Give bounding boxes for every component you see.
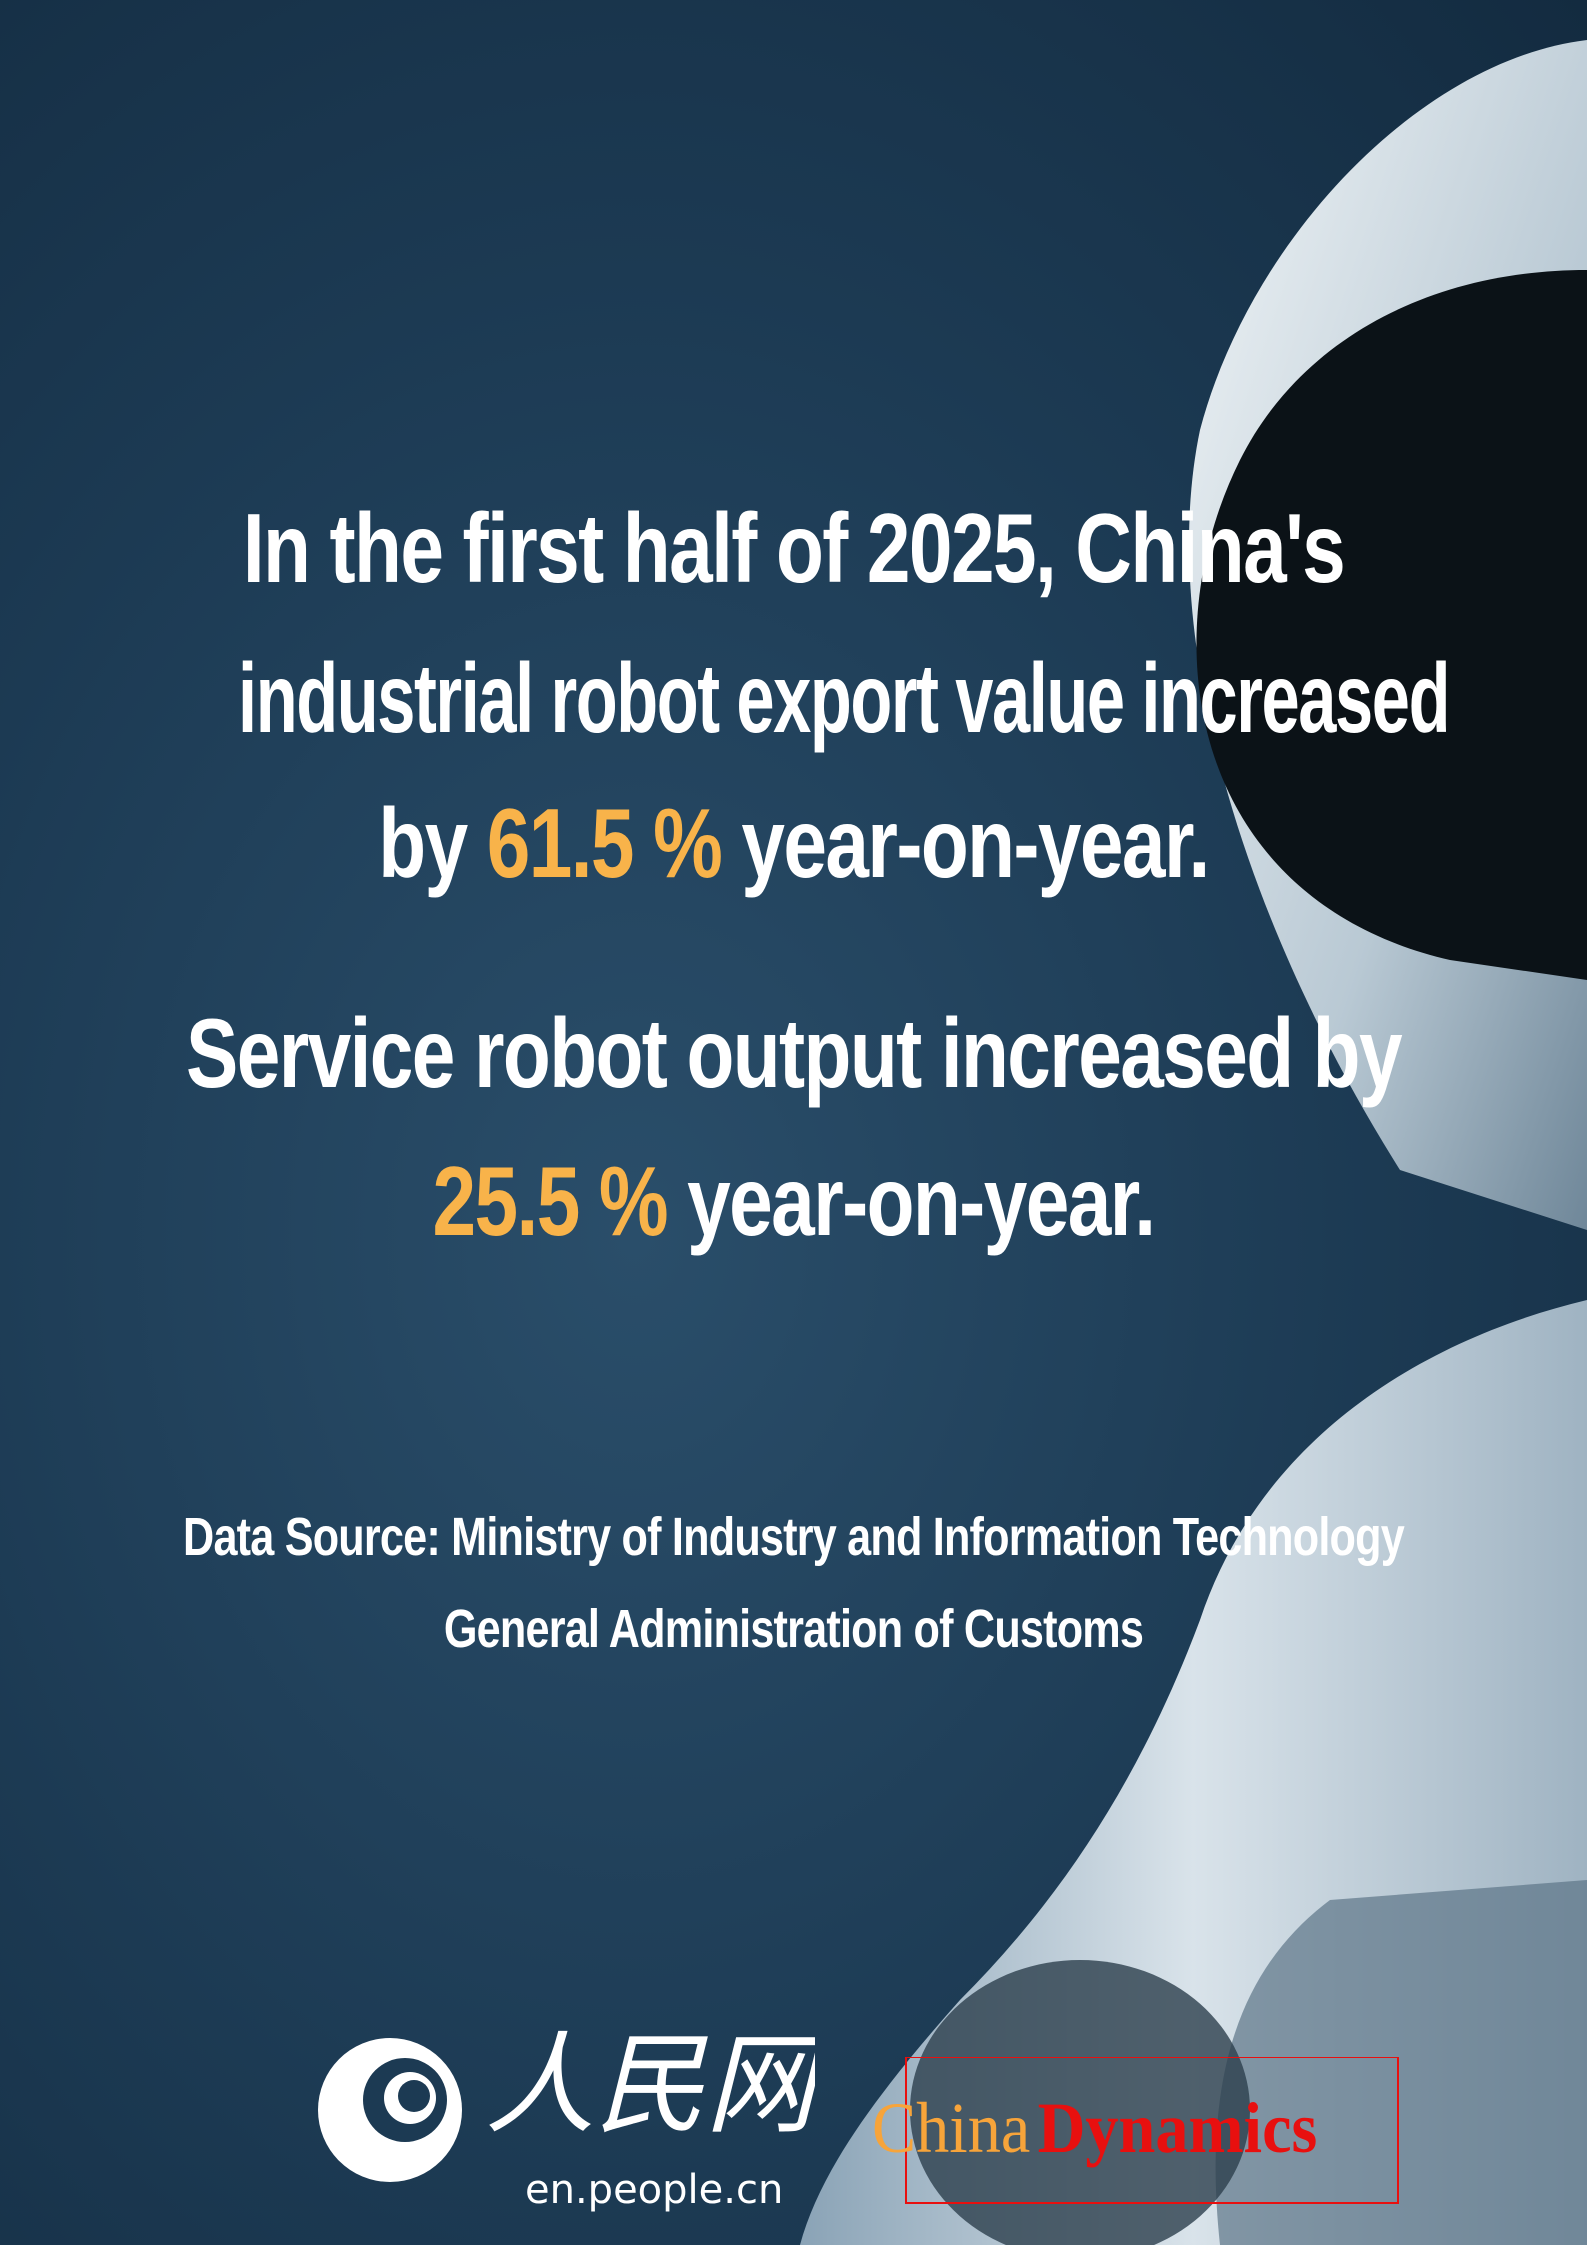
headline-line-1: In the first half of 2025, China's — [242, 493, 1346, 603]
service-growth-value: 25.5 % — [432, 1146, 669, 1256]
headline-prefix: by — [378, 788, 487, 898]
people-logo-text: 人民网 — [485, 2030, 815, 2145]
brand-dynamics: Dynamics — [1037, 2088, 1318, 2168]
export-growth-value: 61.5 % — [486, 788, 723, 898]
data-source-line-2: General Administration of Customs — [443, 1599, 1144, 1659]
subhead-line-2: 25.5 % year-on-year. — [159, 1146, 1429, 1256]
people-url: en.people.cn — [525, 2167, 784, 2213]
headline-suffix: year-on-year. — [721, 788, 1210, 898]
headline-line-2: industrial robot export value increased — [238, 643, 1450, 753]
people-logo-icon — [310, 2030, 470, 2190]
subhead-line-1: Service robot output increased by — [186, 998, 1403, 1108]
brand-china: China — [872, 2088, 1031, 2168]
data-source-line-1: Data Source: Ministry of Industry and In… — [183, 1507, 1405, 1567]
headline-line-3: by 61.5 % year-on-year. — [159, 788, 1429, 898]
china-dynamics-frame — [905, 2057, 1399, 2204]
subhead-suffix: year-on-year. — [667, 1146, 1156, 1256]
china-dynamics-logo: China Dynamics — [872, 2092, 1317, 2164]
